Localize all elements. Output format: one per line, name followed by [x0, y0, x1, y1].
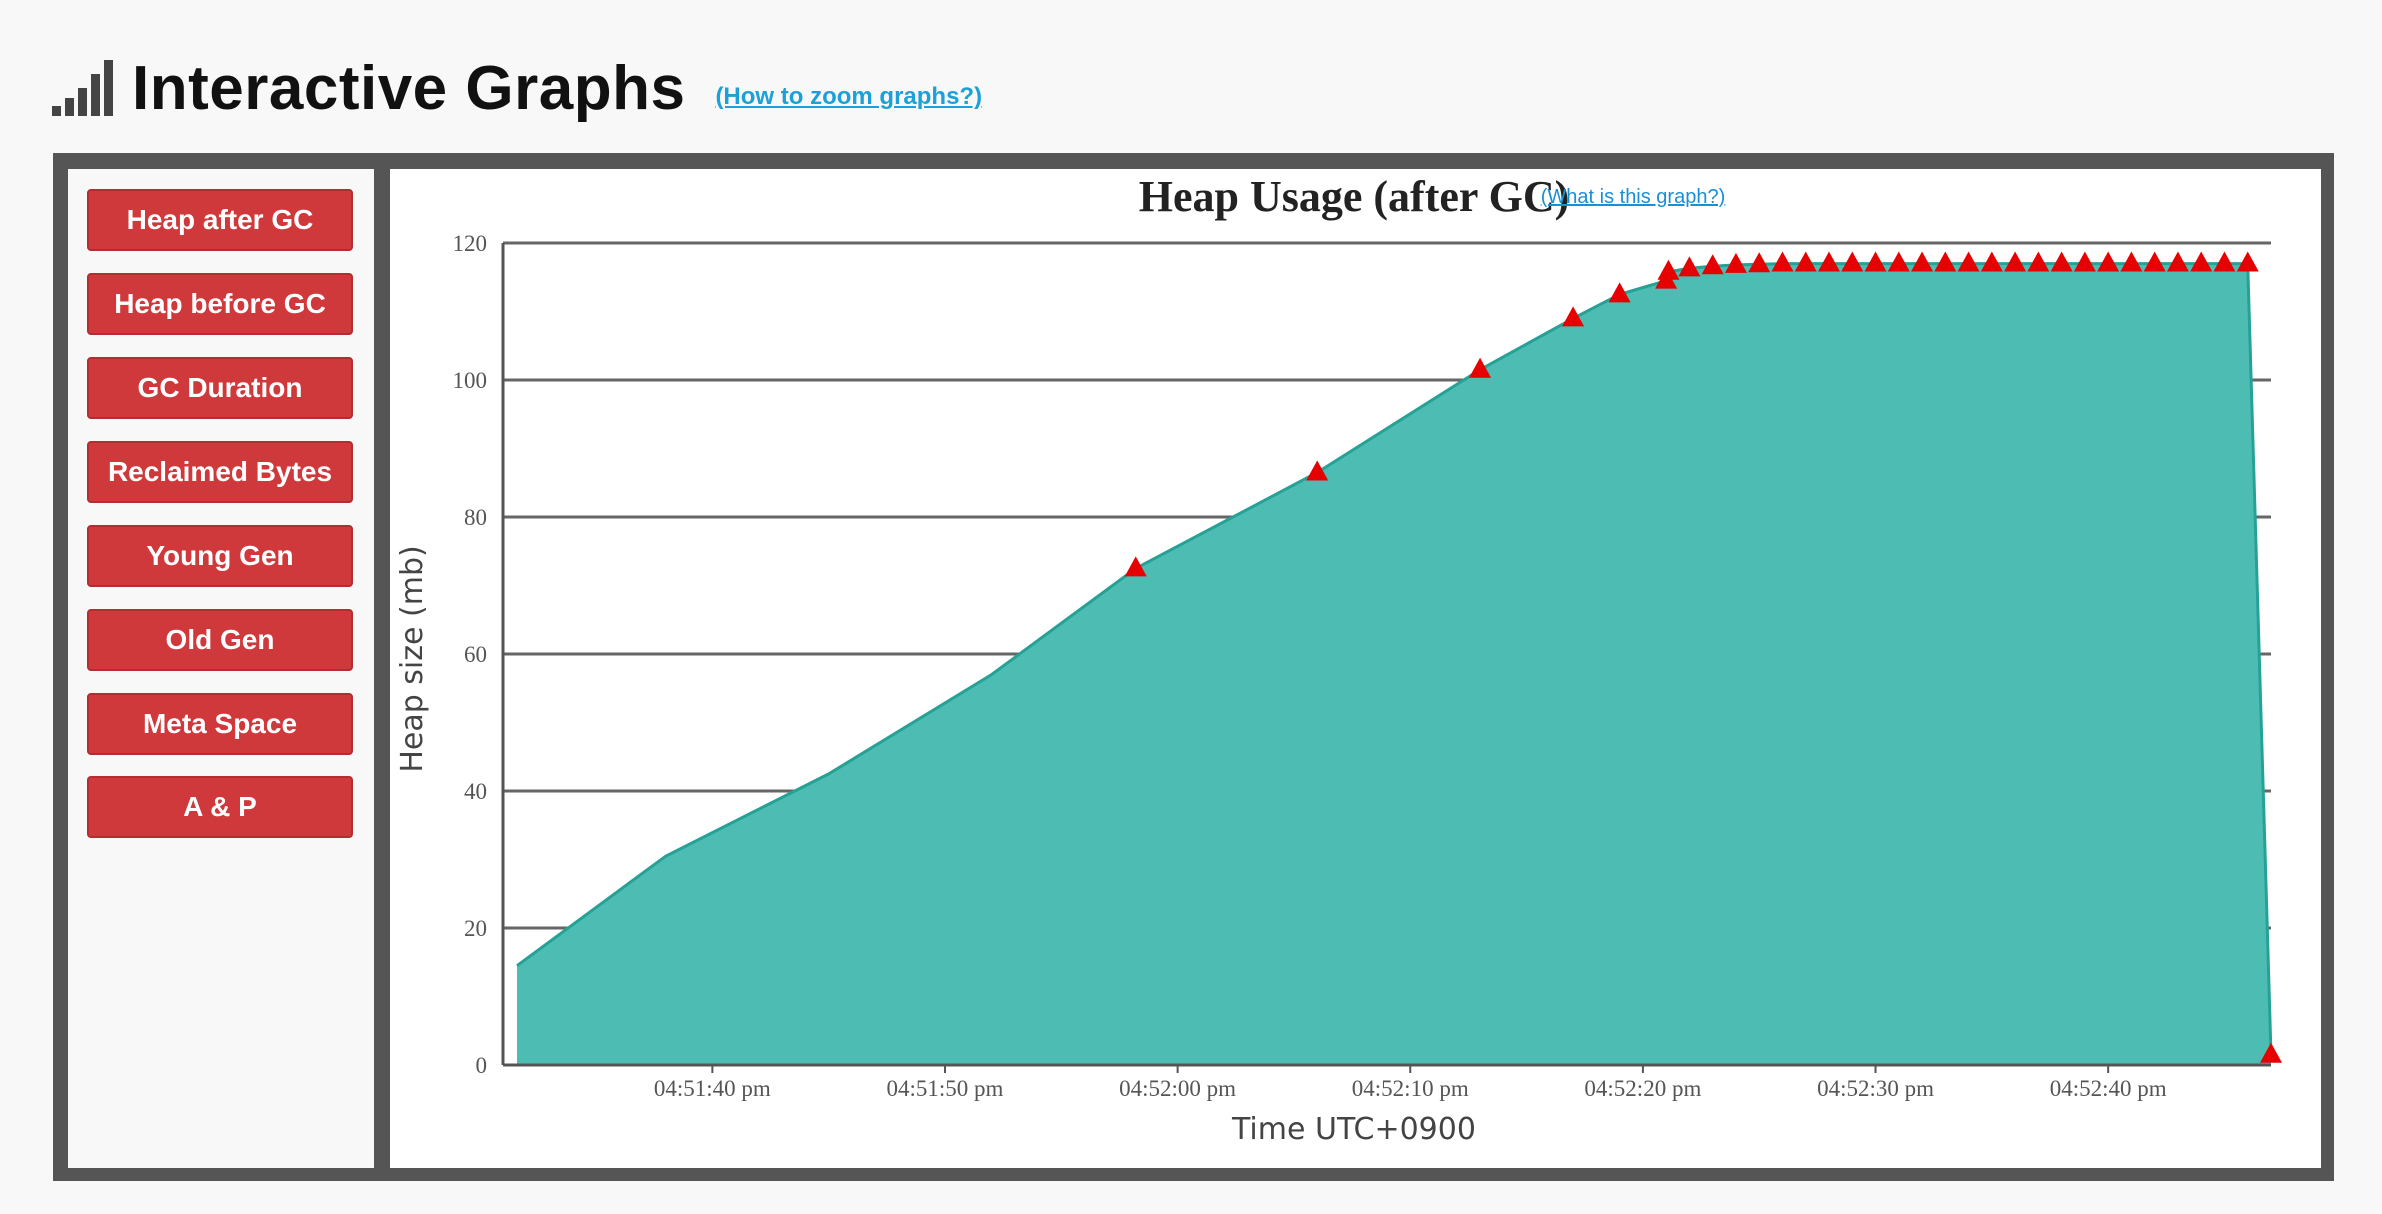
data-point-marker: [1124, 556, 1147, 577]
data-point-marker: [2120, 251, 2143, 272]
data-point-marker: [2143, 251, 2166, 272]
data-point-marker: [2236, 251, 2259, 272]
heap-usage-chart[interactable]: 0 20 40 60 80 100 120 04:51:40 pm 04:51:50 pm 04:…: [390, 169, 2321, 1168]
y-tick-label: 80: [464, 505, 487, 530]
data-point-marker: [1562, 306, 1585, 327]
data-point-marker: [1818, 251, 1840, 272]
what-is-this-graph-link[interactable]: (What is this graph?): [1541, 186, 1726, 208]
data-point-marker: [1864, 251, 1887, 272]
x-tick-label: 04:51:40 pm: [654, 1076, 771, 1101]
data-point-marker: [1306, 460, 1329, 481]
header: Interactive Graphs (How to zoom graphs?): [52, 48, 982, 128]
x-tick-label: 04:52:00 pm: [1119, 1076, 1236, 1101]
data-point-marker: [2004, 251, 2027, 272]
axis-layer: 0 20 40 60 80 100 120 04:51:40 pm 04:51:50 pm 04:…: [453, 231, 2271, 1101]
data-point-marker: [1724, 252, 1747, 273]
data-point-marker: [1657, 259, 1680, 280]
data-point-marker: [2166, 251, 2189, 272]
a-and-p-button[interactable]: A & P: [87, 776, 353, 838]
data-point-marker: [1934, 251, 1957, 272]
data-point-marker: [1469, 357, 1492, 378]
chart-panel: 0 20 40 60 80 100 120 04:51:40 pm 04:51:50 pm 04:…: [390, 169, 2321, 1168]
data-point-marker: [2073, 251, 2096, 272]
data-point-marker: [1794, 251, 1817, 272]
data-point-marker: [1608, 282, 1631, 303]
data-point-marker: [2213, 251, 2236, 272]
y-tick-label: 120: [453, 231, 488, 256]
x-tick-label: 04:52:20 pm: [1584, 1076, 1701, 1101]
data-point-marker: [1701, 254, 1724, 275]
data-point-marker: [1678, 256, 1701, 277]
y-tick-label: 40: [464, 779, 487, 804]
data-point-marker: [1841, 251, 1864, 272]
chart-title: Heap Usage (after GC): [1139, 172, 1570, 221]
data-point-marker: [1980, 251, 2003, 272]
y-tick-label: 60: [464, 642, 487, 667]
x-tick-label: 04:51:50 pm: [887, 1076, 1004, 1101]
data-point-marker: [1771, 251, 1794, 272]
x-tick-label: 04:52:10 pm: [1352, 1076, 1469, 1101]
y-tick-label: 100: [453, 368, 488, 393]
old-gen-button[interactable]: Old Gen: [87, 609, 353, 671]
sidebar: Heap after GC Heap before GC GC Duration…: [68, 169, 374, 1168]
reclaimed-bytes-button[interactable]: Reclaimed Bytes: [87, 441, 353, 503]
data-point-marker: [2097, 251, 2120, 272]
meta-space-button[interactable]: Meta Space: [87, 693, 353, 755]
data-point-marker: [1748, 252, 1771, 273]
x-axis-label: Time UTC+0900: [1231, 1112, 1476, 1147]
y-tick-label: 0: [476, 1053, 488, 1078]
data-point-marker: [2027, 251, 2050, 272]
data-point-marker: [1887, 251, 1910, 272]
y-tick-label: 20: [464, 916, 487, 941]
data-point-marker: [2260, 1042, 2282, 1063]
page-title: Interactive Graphs: [132, 53, 686, 123]
bar-chart-icon: [52, 60, 113, 116]
x-tick-label: 04:52:30 pm: [1817, 1076, 1934, 1101]
y-axis-label: Heap size (mb): [395, 545, 430, 772]
marker-layer: [1124, 251, 2282, 1063]
x-tick-label: 04:52:40 pm: [2050, 1076, 2167, 1101]
data-point-marker: [1957, 251, 1980, 272]
heap-before-gc-button[interactable]: Heap before GC: [87, 273, 353, 335]
young-gen-button[interactable]: Young Gen: [87, 525, 353, 587]
data-point-marker: [2190, 251, 2213, 272]
gc-duration-button[interactable]: GC Duration: [87, 357, 353, 419]
heap-after-gc-button[interactable]: Heap after GC: [87, 189, 353, 251]
data-point-marker: [2050, 251, 2073, 272]
heap-area-fill: [517, 263, 2271, 1066]
zoom-help-link[interactable]: (How to zoom graphs?): [715, 83, 983, 110]
data-point-marker: [1911, 251, 1934, 272]
